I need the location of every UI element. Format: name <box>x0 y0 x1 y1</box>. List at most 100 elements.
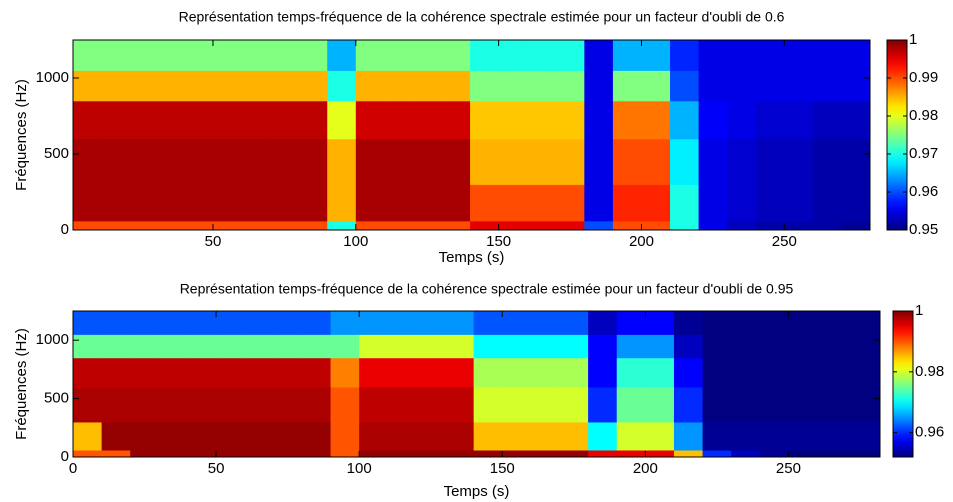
heatmap-cell <box>184 70 214 102</box>
heatmap-cell <box>727 100 757 140</box>
heatmap-cell <box>327 40 357 71</box>
colorbar <box>886 39 908 231</box>
heatmap-cell <box>698 40 728 71</box>
heatmap-cell <box>155 220 185 230</box>
heatmap-cell <box>216 449 246 457</box>
heatmap-cell <box>584 40 614 71</box>
heatmap-cell <box>158 334 188 359</box>
heatmap-cell <box>645 449 675 457</box>
heatmap-cell <box>244 421 274 451</box>
heatmap-cell <box>502 357 532 388</box>
heatmap-cell <box>241 184 271 222</box>
heatmap-cell <box>441 70 471 102</box>
heatmap-cell <box>212 70 243 102</box>
heatmap-cell <box>73 334 103 359</box>
heatmap-cell <box>817 449 847 457</box>
heatmap-cell <box>788 449 818 457</box>
heatmap-cell <box>555 70 585 102</box>
heatmap-cell <box>445 449 475 457</box>
heatmap-cell <box>155 40 185 71</box>
heatmap-cell <box>127 40 157 71</box>
heatmap-cell <box>73 100 100 140</box>
heatmap-cell <box>612 184 642 222</box>
heatmap-cell <box>530 357 560 388</box>
heatmap-cell <box>530 386 560 423</box>
heatmap-cell <box>788 421 818 451</box>
heatmap-cell <box>273 311 303 335</box>
heatmap-cell <box>616 386 646 423</box>
heatmap-cell <box>445 357 475 388</box>
heatmap-cell <box>530 311 560 335</box>
heatmap-cell <box>641 70 671 102</box>
heatmap-cell <box>845 421 880 451</box>
plot-frame <box>72 310 881 458</box>
heatmap-cell <box>845 311 880 335</box>
heatmap-cell <box>416 386 446 423</box>
heatmap-cell <box>187 311 217 335</box>
heatmap-cell <box>155 184 185 222</box>
heatmap-cell <box>784 138 814 185</box>
heatmap-cell <box>155 70 185 102</box>
heatmap-cell <box>817 334 847 359</box>
heatmap-cell <box>244 386 274 423</box>
colorbar-tick-label: 0.96 <box>915 424 944 441</box>
heatmap-cell <box>270 138 300 185</box>
heatmap-cell <box>473 334 503 359</box>
heatmap-cell <box>73 421 103 451</box>
heatmap-cell <box>327 184 357 222</box>
heatmap-cell <box>670 184 700 222</box>
heatmap-cell <box>702 449 732 457</box>
heatmap-cell <box>616 421 646 451</box>
heatmap-cell <box>387 421 417 451</box>
heatmap-cell <box>473 386 503 423</box>
heatmap-cell <box>244 334 274 359</box>
heatmap-cell <box>559 357 589 388</box>
heatmap-cell <box>416 311 446 335</box>
heatmap-cell <box>817 421 847 451</box>
heatmap-cell <box>727 40 757 71</box>
y-axis-label: Fréquences (Hz) <box>13 328 30 440</box>
heatmap-cell <box>301 311 332 335</box>
heatmap-cell <box>731 357 761 388</box>
heatmap-cell <box>616 334 646 359</box>
heatmap-cell <box>98 184 128 222</box>
heatmap-cell <box>584 220 614 230</box>
heatmap-cell <box>555 184 585 222</box>
heatmap-cell <box>673 311 704 335</box>
heatmap-cell <box>101 386 131 423</box>
heatmap-cell <box>130 421 160 451</box>
heatmap-cell <box>641 220 671 230</box>
heatmap-cell <box>755 40 785 71</box>
heatmap-cell <box>241 220 271 230</box>
heatmap-cell <box>473 311 503 335</box>
heatmap-cell <box>327 220 357 230</box>
heatmap-cell <box>584 70 614 102</box>
heatmap-cell <box>698 70 728 102</box>
colorbar-tick-label: 1 <box>915 302 923 319</box>
x-tick-label: 150 <box>490 460 515 477</box>
heatmap-cell <box>212 138 243 185</box>
heatmap-cell <box>841 138 870 185</box>
heatmap-cell <box>612 100 642 140</box>
heatmap-cell <box>673 357 704 388</box>
heatmap-cell <box>530 334 560 359</box>
heatmap-cell <box>216 311 246 335</box>
heatmap-cell <box>498 138 528 185</box>
plot-frame <box>72 39 871 231</box>
heatmap-cell <box>270 40 300 71</box>
heatmap-cell <box>270 220 300 230</box>
heatmap-cell <box>645 334 675 359</box>
heatmap-cell <box>698 220 728 230</box>
heatmap-cell <box>273 449 303 457</box>
heatmap-cell <box>559 449 589 457</box>
heatmap-cell <box>727 184 757 222</box>
heatmap-cell <box>812 138 842 185</box>
heatmap-cell <box>841 184 870 222</box>
heatmap-cell <box>817 311 847 335</box>
heatmap-cell <box>73 357 103 388</box>
heatmap-cell <box>98 100 128 140</box>
heatmap-cell <box>584 100 614 140</box>
heatmap-cell <box>327 100 357 140</box>
heatmap-cell <box>298 70 328 102</box>
heatmap-cell <box>330 357 360 388</box>
